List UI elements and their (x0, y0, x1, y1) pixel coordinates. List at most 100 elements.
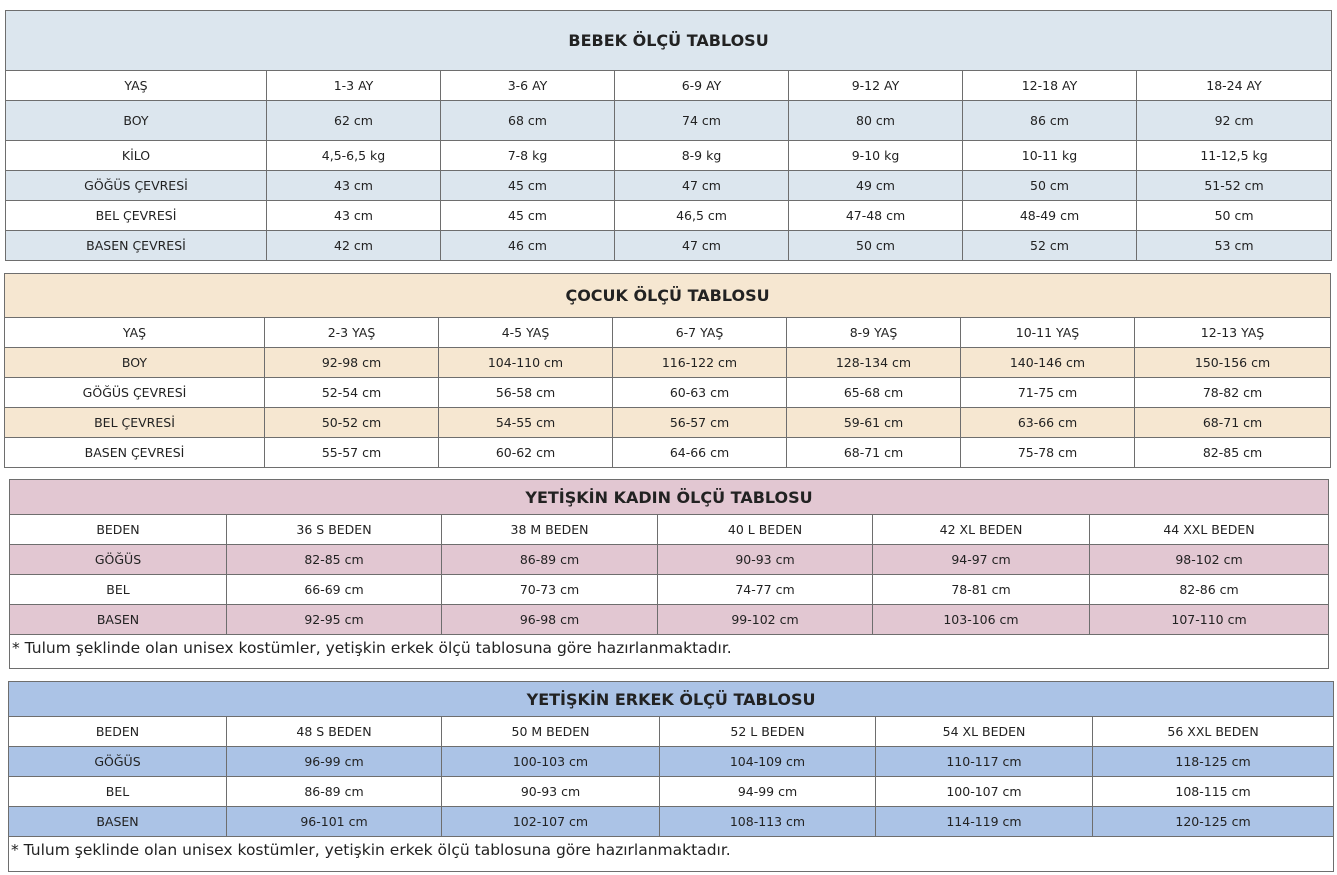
child-size-table: ÇOCUK ÖLÇÜ TABLOSU YAŞ 2-3 YAŞ 4-5 YAŞ 6-7 Y… (3, 273, 1332, 468)
table-cell: 80 cm (788, 100, 963, 141)
table-cell: 51-52 cm (1135, 170, 1333, 201)
table-cell: 90-93 cm (657, 544, 873, 575)
table-cell: 92-98 cm (264, 347, 439, 378)
row-label: BASEN (8, 806, 227, 837)
table-cell: 116-122 cm (612, 347, 787, 378)
header-cell: 4-5 YAŞ (438, 317, 613, 348)
table-cell: 86 cm (962, 100, 1137, 141)
table-title-row: BEBEK ÖLÇÜ TABLOSU (4, 10, 1333, 71)
table-title: YETİŞKİN KADIN ÖLÇÜ TABLOSU (8, 479, 1330, 515)
table-cell: 11-12,5 kg (1135, 140, 1333, 171)
table-cell: 82-85 cm (226, 544, 442, 575)
header-cell: 48 S BEDEN (226, 716, 442, 747)
row-label: BASEN (9, 604, 227, 635)
header-cell: 36 S BEDEN (226, 514, 442, 545)
table-cell: 10-11 kg (962, 140, 1137, 171)
table-header-row: YAŞ 1-3 AY 3-6 AY 6-9 AY 9-12 AY 12-18 AY 18-2… (5, 70, 1333, 101)
header-cell: 6-9 AY (614, 70, 789, 101)
header-cell: 54 XL BEDEN (875, 716, 1093, 747)
row-label: BEL (9, 574, 227, 605)
header-cell: 3-6 AY (440, 70, 615, 101)
table-note-row: * Tulum şeklinde olan unisex kostümler, … (8, 634, 1330, 669)
table-cell: 59-61 cm (786, 407, 961, 438)
header-cell: 44 XXL BEDEN (1088, 514, 1330, 545)
table-title: YETİŞKİN ERKEK ÖLÇÜ TABLOSU (7, 681, 1335, 717)
row-label: KİLO (5, 140, 267, 171)
table-cell: 43 cm (266, 170, 441, 201)
table-cell: 68-71 cm (786, 437, 961, 468)
table-row: KİLO 4,5-6,5 kg 7-8 kg 8-9 kg 9-10 kg 10-11 k… (5, 140, 1333, 171)
table-cell: 94-99 cm (659, 776, 876, 807)
header-cell: 1-3 AY (266, 70, 441, 101)
table-title-row: YETİŞKİN ERKEK ÖLÇÜ TABLOSU (7, 681, 1335, 717)
table-cell: 47 cm (614, 170, 789, 201)
table-row: GÖĞÜS ÇEVRESİ 43 cm 45 cm 47 cm 49 cm 50 cm 51… (5, 170, 1333, 201)
table-cell: 42 cm (266, 230, 441, 261)
header-cell: 12-13 YAŞ (1133, 317, 1332, 348)
table-cell: 128-134 cm (786, 347, 961, 378)
row-label: GÖĞÜS ÇEVRESİ (4, 377, 265, 408)
table-cell: 120-125 cm (1091, 806, 1335, 837)
table-cell: 56-58 cm (438, 377, 613, 408)
table-header-row: YAŞ 2-3 YAŞ 4-5 YAŞ 6-7 YAŞ 8-9 YAŞ 10-11 YAŞ… (4, 317, 1332, 348)
table-cell: 45 cm (440, 200, 615, 231)
baby-size-table: BEBEK ÖLÇÜ TABLOSU YAŞ 1-3 AY 3-6 AY 6-9 AY 9… (4, 10, 1333, 261)
header-cell: 9-12 AY (788, 70, 963, 101)
table-row: BEL ÇEVRESİ 50-52 cm 54-55 cm 56-57 cm 59-61… (4, 407, 1332, 438)
table-cell: 65-68 cm (786, 377, 961, 408)
table-cell: 99-102 cm (657, 604, 873, 635)
table-note: * Tulum şeklinde olan unisex kostümler, … (8, 634, 1330, 669)
table-cell: 50 cm (788, 230, 963, 261)
table-cell: 52-54 cm (264, 377, 439, 408)
header-cell: 52 L BEDEN (659, 716, 876, 747)
table-cell: 46 cm (440, 230, 615, 261)
table-cell: 49 cm (788, 170, 963, 201)
table-cell: 47-48 cm (788, 200, 963, 231)
table-cell: 50-52 cm (264, 407, 439, 438)
table-cell: 150-156 cm (1133, 347, 1332, 378)
table-cell: 60-63 cm (612, 377, 787, 408)
table-title: ÇOCUK ÖLÇÜ TABLOSU (3, 273, 1332, 318)
table-cell: 86-89 cm (441, 544, 658, 575)
table-cell: 46,5 cm (614, 200, 789, 231)
row-label: BEL ÇEVRESİ (5, 200, 267, 231)
table-header-row: BEDEN 36 S BEDEN 38 M BEDEN 40 L BEDEN 42 XL… (9, 514, 1330, 545)
table-cell: 114-119 cm (875, 806, 1093, 837)
table-cell: 8-9 kg (614, 140, 789, 171)
table-cell: 108-115 cm (1091, 776, 1335, 807)
table-row: BEL 66-69 cm 70-73 cm 74-77 cm 78-81 cm 82-86… (9, 574, 1330, 605)
table-cell: 86-89 cm (226, 776, 442, 807)
row-label: BASEN ÇEVRESİ (5, 230, 267, 261)
table-cell: 94-97 cm (872, 544, 1090, 575)
row-label: GÖĞÜS (8, 746, 227, 777)
table-cell: 56-57 cm (612, 407, 787, 438)
row-label: BASEN ÇEVRESİ (4, 437, 265, 468)
table-cell: 71-75 cm (960, 377, 1135, 408)
row-label: GÖĞÜS (9, 544, 227, 575)
table-row: GÖĞÜS 82-85 cm 86-89 cm 90-93 cm 94-97 cm 98-… (9, 544, 1330, 575)
table-cell: 74 cm (614, 100, 789, 141)
table-cell: 66-69 cm (226, 574, 442, 605)
table-cell: 78-82 cm (1133, 377, 1332, 408)
header-cell: 40 L BEDEN (657, 514, 873, 545)
table-cell: 45 cm (440, 170, 615, 201)
table-cell: 54-55 cm (438, 407, 613, 438)
table-cell: 103-106 cm (872, 604, 1090, 635)
header-cell: 2-3 YAŞ (264, 317, 439, 348)
table-cell: 52 cm (962, 230, 1137, 261)
table-cell: 64-66 cm (612, 437, 787, 468)
table-cell: 70-73 cm (441, 574, 658, 605)
header-cell: 56 XXL BEDEN (1091, 716, 1335, 747)
table-cell: 100-103 cm (441, 746, 660, 777)
table-title-row: ÇOCUK ÖLÇÜ TABLOSU (3, 273, 1332, 318)
table-note: * Tulum şeklinde olan unisex kostümler, … (7, 836, 1335, 872)
table-cell: 104-110 cm (438, 347, 613, 378)
table-row: BOY 92-98 cm 104-110 cm 116-122 cm 128-134 c… (4, 347, 1332, 378)
table-cell: 53 cm (1135, 230, 1333, 261)
table-title-row: YETİŞKİN KADIN ÖLÇÜ TABLOSU (8, 479, 1330, 515)
table-row: BEL 86-89 cm 90-93 cm 94-99 cm 100-107 cm 108… (8, 776, 1335, 807)
table-cell: 82-85 cm (1133, 437, 1332, 468)
table-cell: 82-86 cm (1088, 574, 1330, 605)
row-label: BEDEN (9, 514, 227, 545)
table-cell: 68 cm (440, 100, 615, 141)
